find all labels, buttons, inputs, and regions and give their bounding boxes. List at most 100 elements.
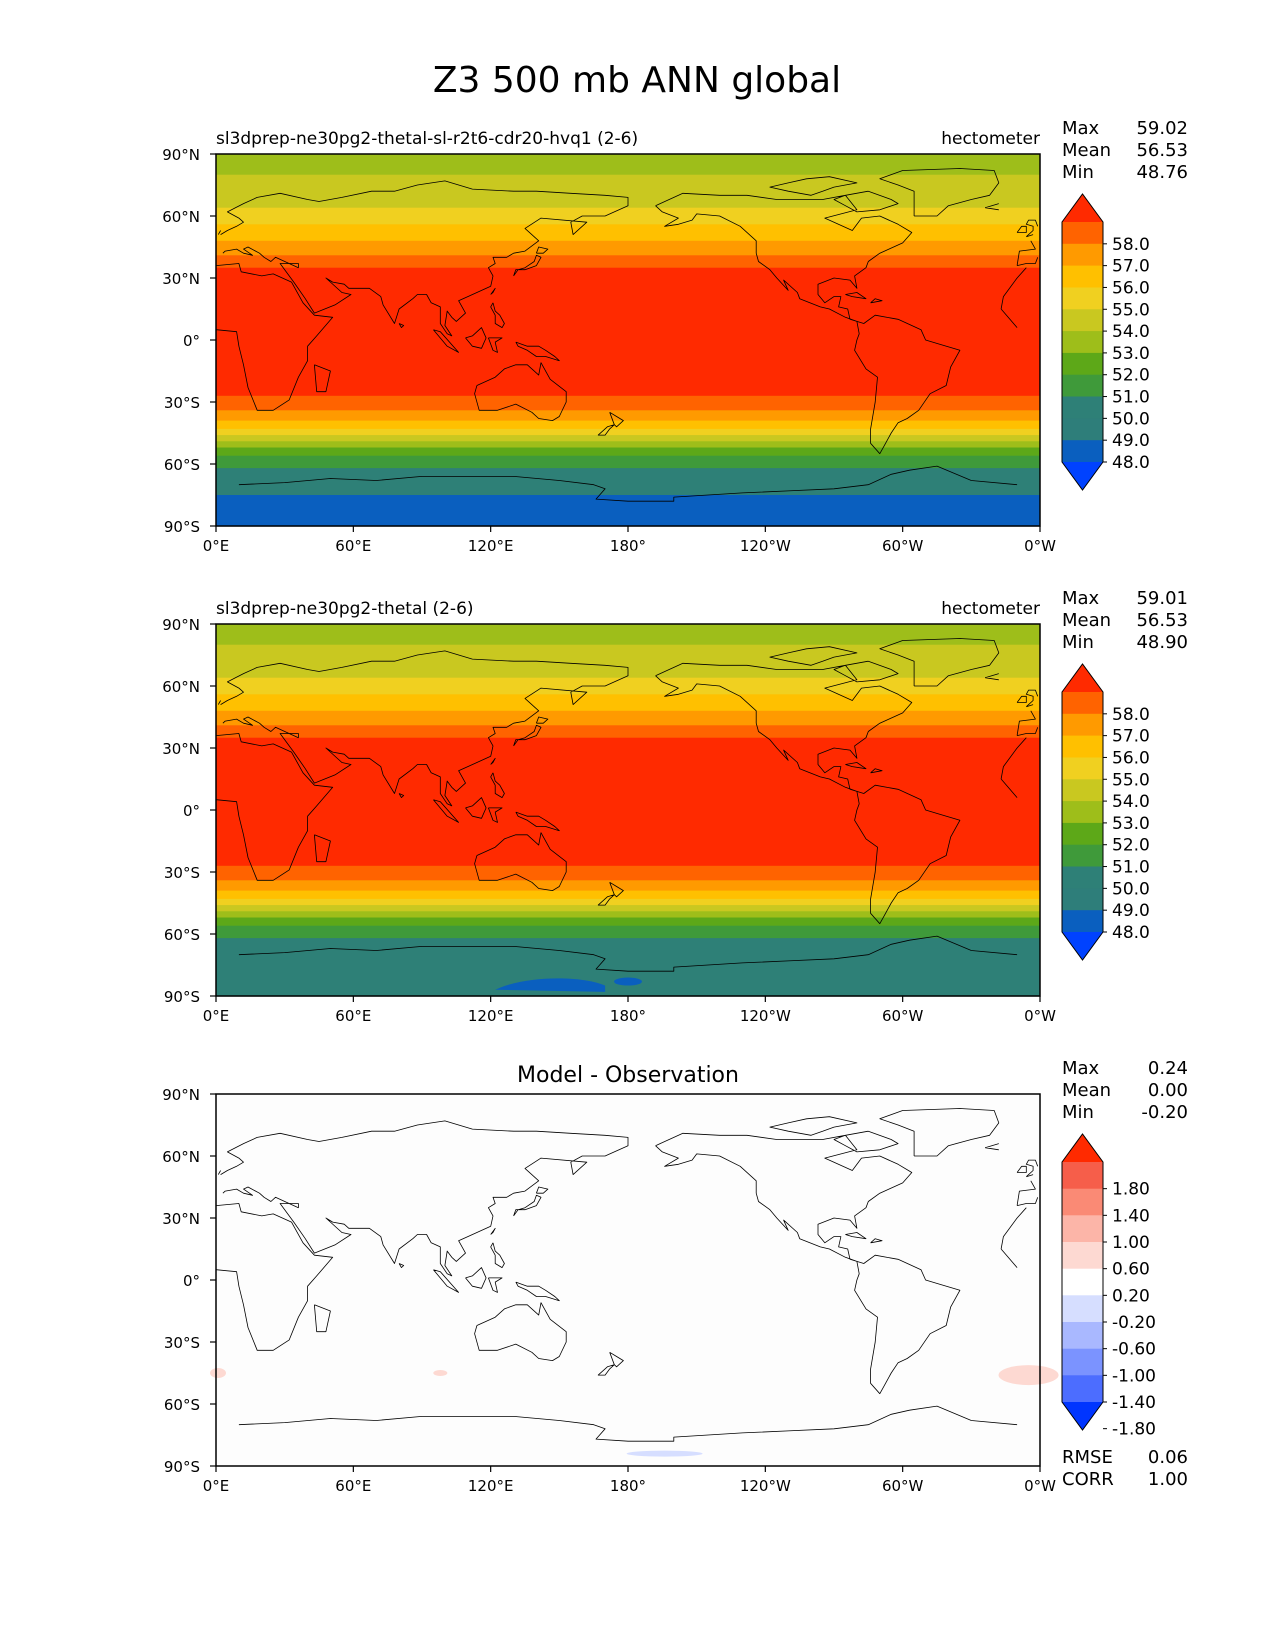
colorbar-extend-max (1062, 194, 1103, 222)
colorbar-segment (1062, 713, 1103, 737)
colorbar-segment (1062, 1322, 1103, 1350)
stat-value: 56.53 (1136, 140, 1188, 161)
y-tick-label: 90°S (164, 518, 200, 536)
contour-band (216, 880, 1040, 892)
x-tick-label: 120°W (740, 1007, 791, 1025)
y-tick-label: 60°N (162, 1148, 200, 1166)
y-tick-label: 90°N (162, 146, 200, 164)
colorbar-tick-label: 0.60 (1112, 1260, 1150, 1280)
colorbar: 58.057.056.055.054.053.052.051.050.049.0… (1061, 663, 1150, 961)
x-tick-label: 120°E (468, 1007, 514, 1025)
contour-band (216, 420, 1040, 430)
axis-ticks: 0°E 60°E 120°E 180° 120°W 60°W 0°W 90°N 60°N 30°N… (162, 1086, 1056, 1495)
colorbar-segment (1062, 440, 1103, 463)
stat-label: Min (1062, 632, 1094, 653)
footer-stat-label: RMSE (1062, 1447, 1113, 1468)
y-tick-label: 60°N (162, 208, 200, 226)
colorbar-segment (1062, 822, 1103, 846)
panels: sl3dprep-ne30pg2-thetal-sl-r2t6-cdr20-hv… (162, 118, 1188, 1495)
x-tick-label: 120°E (468, 1477, 514, 1495)
colorbar-tick-label: 57.0 (1112, 727, 1150, 747)
stat-label: Max (1062, 1058, 1100, 1079)
colorbar-segment (1062, 287, 1103, 310)
colorbar-segment (1062, 844, 1103, 867)
colorbar-segment (1062, 374, 1103, 397)
x-tick-label: 0°E (203, 1477, 230, 1495)
colorbar-tick-label: -1.80 (1112, 1420, 1156, 1440)
stat-value: 48.90 (1136, 632, 1188, 653)
colorbar-extend-min (1062, 462, 1103, 490)
contour-band (216, 410, 1040, 422)
contour-band (216, 925, 1040, 939)
panel-title: sl3dprep-ne30pg2-thetal-sl-r2t6-cdr20-hv… (216, 129, 638, 149)
colorbar-segment (1062, 1188, 1103, 1216)
contour-patch (210, 1368, 226, 1378)
y-tick-label: 0° (183, 1272, 200, 1290)
footer-stat-value: 1.00 (1148, 1469, 1188, 1490)
y-tick-label: 30°S (164, 864, 200, 882)
colorbar-segment (1062, 692, 1103, 715)
x-tick-label: 120°W (740, 537, 791, 555)
colorbar-extend-min (1062, 1402, 1103, 1430)
colorbar-tick-label: 58.0 (1112, 705, 1150, 725)
stat-label: Min (1062, 162, 1094, 183)
panel-stats: Max 59.01 Mean 56.53 Min 48.90 (1062, 588, 1188, 653)
contour-band (216, 710, 1040, 726)
colorbar-segment (1062, 418, 1103, 441)
map-field (210, 1094, 1059, 1466)
map-field (216, 624, 1040, 997)
contour-band (216, 435, 1040, 442)
y-tick-label: 90°N (162, 1086, 200, 1104)
colorbar-segment (1062, 779, 1103, 802)
contour-band (216, 207, 1040, 225)
stat-value: 48.76 (1136, 162, 1188, 183)
contour-band (216, 917, 1040, 927)
colorbar-tick-label: 48.0 (1112, 453, 1150, 473)
panel-stats: Max 0.24 Mean 0.00 Min -0.20 (1062, 1058, 1188, 1123)
stat-label: Mean (1062, 140, 1111, 161)
y-tick-label: 90°S (164, 1458, 200, 1476)
coastlines (215, 168, 1039, 502)
colorbar-tick-label: 1.00 (1112, 1233, 1150, 1253)
colorbar-extend-min (1062, 932, 1103, 960)
contour-patch (998, 1365, 1059, 1386)
colorbar-segment (1062, 1295, 1103, 1323)
stat-value: 59.02 (1136, 118, 1188, 139)
contour-band (216, 737, 1040, 867)
y-tick-label: 0° (183, 332, 200, 350)
colorbar-segment (1062, 801, 1103, 824)
stat-label: Min (1062, 1102, 1094, 1123)
contour-band (216, 865, 1040, 881)
stat-label: Max (1062, 118, 1100, 139)
panel-reference: sl3dprep-ne30pg2-thetal (2-6) hectometer0… (162, 588, 1188, 1025)
colorbar-extend-max (1062, 664, 1103, 692)
colorbar-tick-label: -1.00 (1112, 1366, 1156, 1386)
colorbar-segment (1062, 866, 1103, 889)
y-tick-label: 60°S (164, 456, 200, 474)
colorbar-segment (1062, 910, 1103, 933)
panel-units: hectometer (941, 129, 1040, 149)
x-tick-label: 180° (610, 1477, 646, 1495)
y-tick-label: 30°N (162, 270, 200, 288)
stat-value: 59.01 (1136, 588, 1188, 609)
x-tick-label: 120°W (740, 1477, 791, 1495)
y-tick-label: 90°N (162, 616, 200, 634)
colorbar-tick-label: 0.20 (1112, 1286, 1150, 1306)
contour-band (216, 677, 1040, 695)
panel-footer-stats: RMSE 0.06 CORR 1.00 (1062, 1447, 1188, 1490)
colorbar-segment (1062, 352, 1103, 376)
colorbar-segment (1062, 1375, 1103, 1403)
panel-units: hectometer (941, 599, 1040, 619)
colorbar-tick-label: 49.0 (1112, 431, 1150, 451)
panel-difference: Model - Observation 0°E 60°E 120°E 180° 120°W… (162, 1058, 1188, 1495)
colorbar-tick-label: 52.0 (1112, 836, 1150, 856)
colorbar-tick-label: 51.0 (1112, 858, 1150, 878)
contour-band (216, 694, 1040, 712)
y-tick-label: 30°S (164, 1334, 200, 1352)
colorbar-segment (1062, 331, 1103, 354)
colorbar-tick-label: 55.0 (1112, 770, 1150, 790)
x-tick-label: 0°W (1024, 1007, 1056, 1025)
colorbar-tick-label: 48.0 (1112, 923, 1150, 943)
contour-band (216, 395, 1040, 411)
